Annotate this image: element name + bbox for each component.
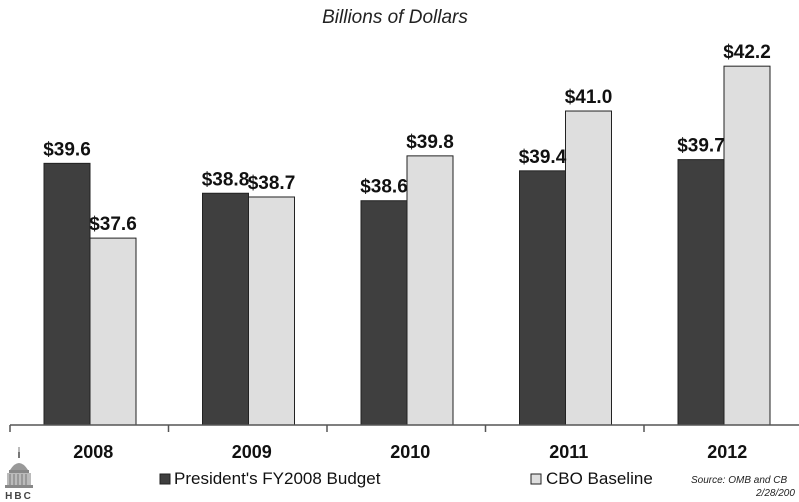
logo-text: HBC bbox=[5, 491, 33, 502]
category-labels-layer: 2008 2009 2010 2011 2012 bbox=[73, 442, 747, 462]
hbc-capitol-logo: HBC bbox=[5, 447, 33, 502]
value-label-cbo-2008: $37.6 bbox=[89, 214, 137, 235]
bar-president-2008 bbox=[43, 162, 91, 426]
category-label-2011: 2011 bbox=[549, 442, 588, 462]
chart-title: Billions of Dollars bbox=[322, 7, 468, 28]
bar-cbo-2011 bbox=[565, 110, 612, 426]
legend-label-president: President's FY2008 Budget bbox=[174, 469, 381, 488]
category-label-2010: 2010 bbox=[390, 442, 430, 462]
source-line-1: Source: OMB and CB bbox=[691, 475, 787, 486]
legend-swatch-cbo bbox=[530, 473, 542, 485]
bar-president-2010 bbox=[360, 200, 408, 426]
bar-cbo-2008 bbox=[89, 237, 137, 426]
value-label-cbo-2011: $41.0 bbox=[565, 87, 613, 108]
bar-president-2011 bbox=[519, 170, 566, 426]
bar-president-2009 bbox=[202, 192, 249, 426]
bar-cbo-2010 bbox=[406, 155, 454, 426]
value-label-president-2012: $39.7 bbox=[677, 136, 725, 157]
value-label-cbo-2012: $42.2 bbox=[723, 42, 771, 63]
category-label-2012: 2012 bbox=[707, 442, 747, 462]
legend-label-cbo: CBO Baseline bbox=[546, 469, 653, 488]
value-label-president-2008: $39.6 bbox=[43, 139, 91, 160]
legend-swatch-president bbox=[159, 473, 171, 485]
value-labels-layer: $39.6 $37.6 $38.8$38.7 $38.6 $39.8 $39.4 $41.0… bbox=[43, 42, 771, 235]
category-label-2008: 2008 bbox=[73, 442, 113, 462]
value-label-president-2010: $38.6 bbox=[360, 177, 408, 198]
bars-layer bbox=[43, 65, 771, 426]
bar-president-2012 bbox=[677, 159, 725, 426]
value-label-president-2011: $39.4 bbox=[519, 147, 567, 168]
value-label-cbo-2009: $38.7 bbox=[248, 173, 296, 194]
legend: President's FY2008 Budget CBO Baseline bbox=[159, 469, 653, 488]
value-label-president-2009: $38.8 bbox=[202, 169, 250, 190]
value-label-cbo-2010: $39.8 bbox=[406, 132, 454, 153]
bar-cbo-2012 bbox=[723, 65, 771, 426]
category-label-2009: 2009 bbox=[232, 442, 272, 462]
source-line-2: 2/28/200 bbox=[755, 488, 795, 499]
bar-cbo-2009 bbox=[248, 196, 295, 426]
tick-marks-layer bbox=[9, 425, 645, 432]
